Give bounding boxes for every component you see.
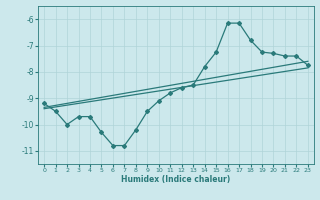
X-axis label: Humidex (Indice chaleur): Humidex (Indice chaleur) — [121, 175, 231, 184]
